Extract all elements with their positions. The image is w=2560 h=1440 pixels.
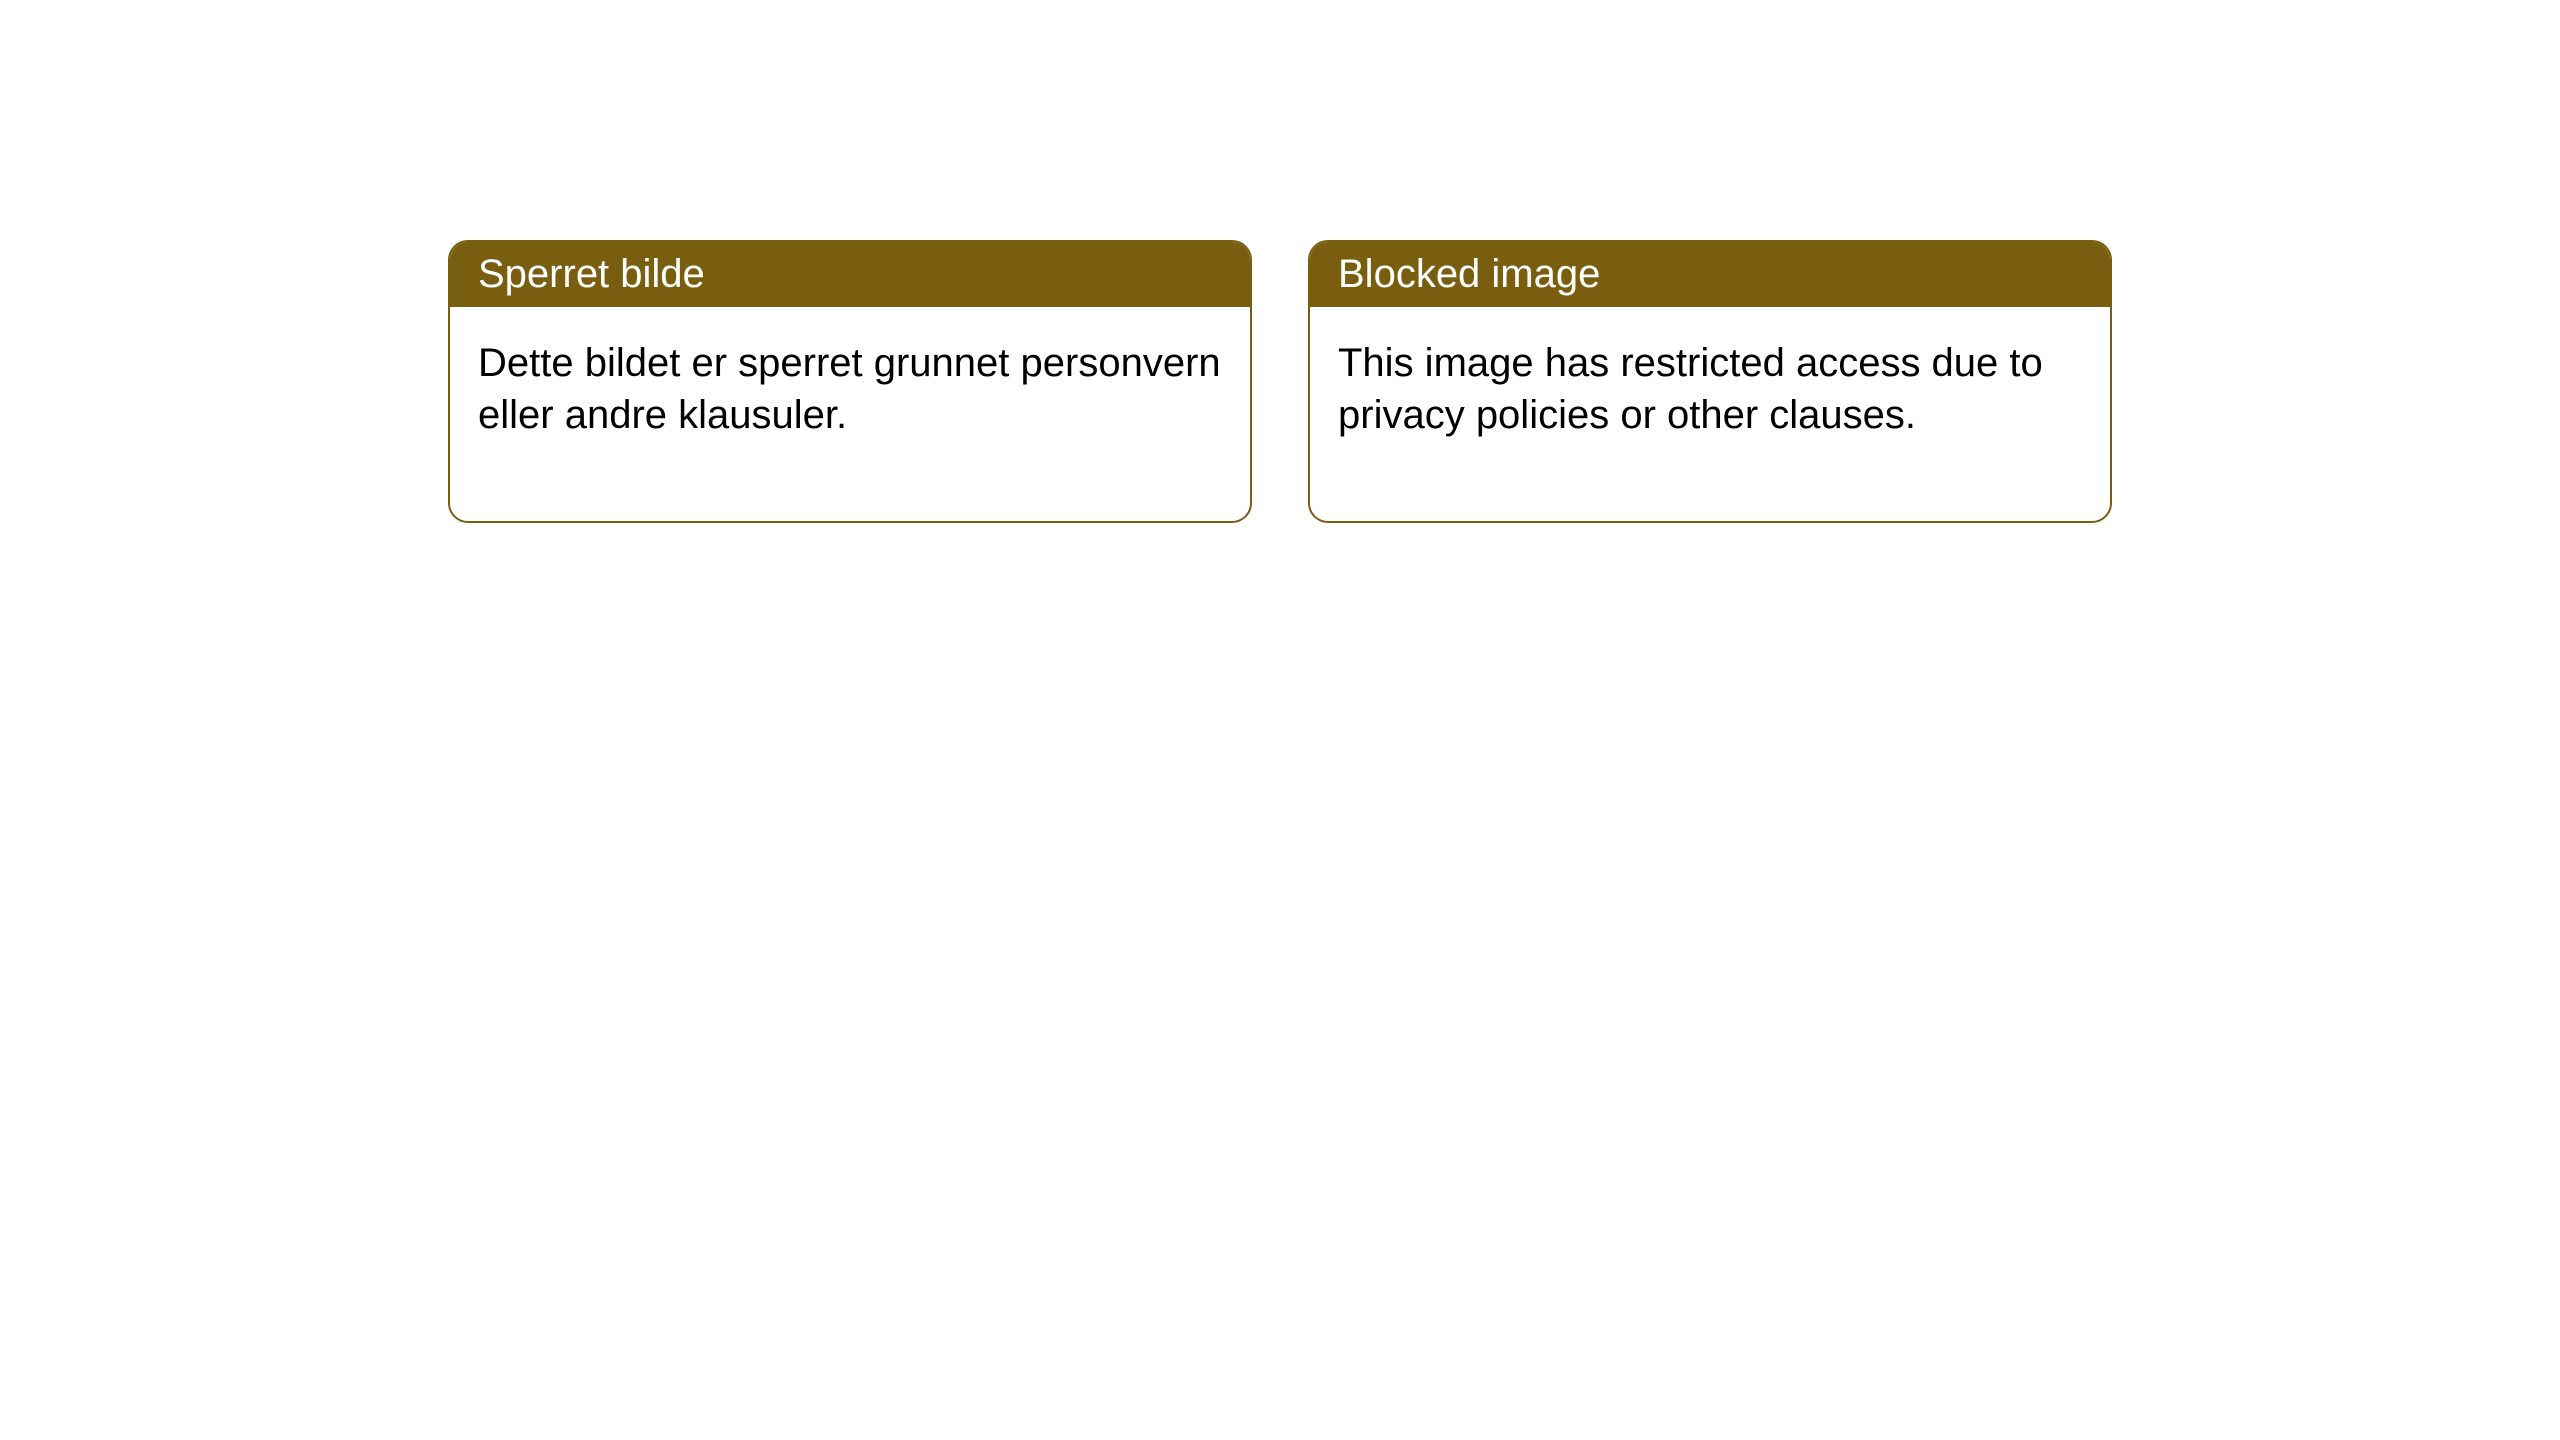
blocked-image-card-no: Sperret bilde Dette bildet er sperret gr… <box>448 240 1252 523</box>
blocked-image-card-en: Blocked image This image has restricted … <box>1308 240 2112 523</box>
card-title: Blocked image <box>1310 242 2110 307</box>
card-body: Dette bildet er sperret grunnet personve… <box>450 307 1250 521</box>
card-title: Sperret bilde <box>450 242 1250 307</box>
card-body: This image has restricted access due to … <box>1310 307 2110 521</box>
cards-container: Sperret bilde Dette bildet er sperret gr… <box>0 0 2560 523</box>
